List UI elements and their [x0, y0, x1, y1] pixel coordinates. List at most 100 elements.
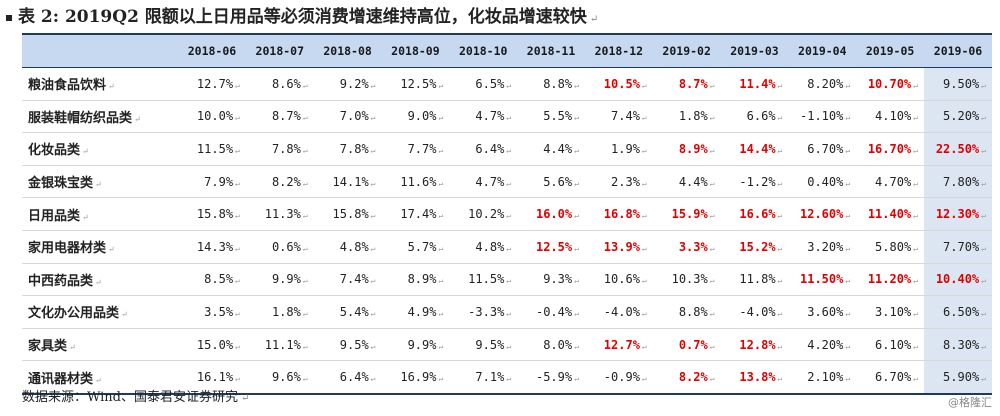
table-cell: 8.7% ↵: [652, 67, 721, 101]
paragraph-mark: ↵: [235, 145, 240, 155]
cell-value: 7.8%: [271, 141, 301, 156]
paragraph-mark: ↵: [777, 113, 783, 123]
cell-value: 11.20%: [867, 272, 912, 287]
table-cell: 6.4% ↵: [449, 132, 518, 166]
table-cell: -1.2% ↵: [720, 165, 789, 199]
paragraph-mark: ↵: [981, 178, 986, 188]
table-cell: 7.4% ↵: [313, 263, 382, 297]
table-cell: 17.4% ↵: [381, 197, 450, 231]
cell-value: 8.8%: [543, 76, 573, 91]
table-cell: -3.3% ↵: [449, 295, 518, 329]
table-row: 服装鞋帽纺织品类 ↵ 10.0% ↵ 8.7% ↵ 7.0% ↵ 9.0% ↵ 4.7% ↵ 5.5% ↵…: [22, 100, 992, 134]
paragraph-mark: ↵: [370, 178, 376, 188]
table-cell: 5.7% ↵: [381, 230, 450, 264]
cell-value: 11.4%: [739, 76, 776, 91]
table-cell: 10.6% ↵: [584, 263, 653, 297]
cell-value: 12.7%: [603, 337, 640, 352]
cell-value: 4.9%: [407, 304, 437, 319]
row-label-text: 服装鞋帽纺织品类: [28, 110, 133, 126]
paragraph-mark: ↵: [641, 341, 647, 351]
paragraph-mark: ↵: [709, 211, 715, 221]
paragraph-mark: ↵: [709, 80, 715, 90]
table-cell: 7.1% ↵: [449, 360, 518, 395]
paragraph-mark: ↵: [438, 308, 444, 318]
cell-value: 6.4%: [339, 370, 369, 385]
table-cell: 12.8% ↵: [720, 328, 789, 362]
paragraph-mark: ↵: [82, 147, 89, 157]
table-cell: 2.10% ↵: [788, 360, 857, 395]
paragraph-mark: ↵: [95, 180, 102, 190]
column-header: 2018-07: [245, 33, 314, 68]
cell-value: 16.70%: [867, 141, 912, 156]
column-header: 2019-04: [788, 33, 857, 68]
cell-value: 7.0%: [339, 109, 369, 124]
table-cell: 4.7% ↵: [449, 100, 518, 134]
table-cell: 8.7% ↵: [245, 100, 314, 134]
cell-value: 6.10%: [875, 337, 912, 352]
cell-value: 11.50%: [800, 272, 844, 287]
row-label: 粮油食品饮料 ↵: [22, 67, 179, 101]
table-cell: 22.50% ↵: [924, 132, 992, 166]
cell-value: 10.40%: [935, 272, 980, 287]
table-cell: 11.4% ↵: [720, 67, 789, 101]
paragraph-mark: ↵: [302, 113, 308, 123]
paragraph-mark: ↵: [913, 276, 918, 286]
cell-value: 4.4%: [543, 141, 573, 156]
paragraph-mark: ↵: [370, 113, 376, 123]
cell-value: 15.8%: [196, 207, 234, 222]
table-cell: 5.90% ↵: [924, 360, 992, 395]
table-body: 粮油食品饮料 ↵ 12.7% ↵ 8.6% ↵ 9.2% ↵ 12.5% ↵ 6.5% ↵ 8.8% ↵ 1…: [22, 67, 992, 395]
table-cell: 9.0% ↵: [381, 100, 450, 134]
paragraph-mark: ↵: [235, 341, 240, 351]
table-cell: 3.60% ↵: [788, 295, 857, 329]
paragraph-mark: ↵: [438, 145, 444, 155]
paragraph-mark: ↵: [241, 393, 250, 404]
cell-value: 10.2%: [468, 207, 505, 222]
table-cell: 11.8% ↵: [720, 263, 789, 297]
cell-value: 11.6%: [400, 174, 437, 189]
cell-value: 4.7%: [475, 109, 505, 124]
table-cell: 4.7% ↵: [449, 165, 518, 199]
paragraph-mark: ↵: [302, 80, 308, 90]
paragraph-mark: ↵: [845, 308, 851, 318]
cell-value: 5.5%: [543, 109, 573, 124]
table-cell: 12.5% ↵: [517, 230, 585, 264]
table-cell: 8.9% ↵: [652, 132, 721, 166]
table-cell: 16.8% ↵: [584, 197, 653, 231]
table-row: 文化办公用品类 ↵ 3.5% ↵ 1.8% ↵ 5.4% ↵ 4.9% ↵ -3.3% ↵ -0.4% ↵…: [22, 295, 992, 329]
paragraph-mark: ↵: [981, 113, 986, 123]
paragraph-mark: ↵: [506, 243, 512, 253]
paragraph-mark: ↵: [438, 243, 444, 253]
cell-value: 10.5%: [603, 76, 640, 91]
cell-value: 9.50%: [943, 76, 980, 91]
table-row: 家用电器材类 ↵ 14.3% ↵ 0.6% ↵ 4.8% ↵ 5.7% ↵ 4.8% ↵ 12.5% ↵ 1…: [22, 230, 992, 264]
header-corner: [22, 33, 179, 68]
row-label: 服装鞋帽纺织品类 ↵: [22, 100, 179, 134]
table-cell: 8.2% ↵: [245, 165, 314, 199]
table-cell: -4.0% ↵: [584, 295, 653, 329]
cell-value: 7.4%: [339, 272, 369, 287]
header-row: 2018-06 2018-07 2018-08 2018-09 2018-10 2018-…: [22, 33, 992, 68]
table-row: 通讯器材类 ↵ 16.1% ↵ 9.6% ↵ 6.4% ↵ 16.9% ↵ 7.1% ↵ -5.9% ↵ -…: [22, 360, 992, 395]
table-cell: 8.9% ↵: [381, 263, 450, 297]
cell-value: 5.80%: [875, 239, 912, 254]
table-cell: 3.3% ↵: [652, 230, 721, 264]
cell-value: -0.9%: [603, 370, 640, 385]
paragraph-mark: ↵: [777, 145, 783, 155]
table-cell: 1.8% ↵: [245, 295, 314, 329]
table-row: 家具类 ↵ 15.0% ↵ 11.1% ↵ 9.5% ↵ 9.9% ↵ 9.5% ↵ 8.0% ↵ 12.7…: [22, 328, 992, 362]
cell-value: 7.7%: [407, 141, 437, 156]
cell-value: 16.8%: [603, 207, 640, 222]
row-label-text: 粮油食品饮料: [28, 78, 107, 94]
cell-value: 9.5%: [475, 337, 505, 352]
cell-value: 11.5%: [468, 272, 505, 287]
column-header: 2019-03: [720, 33, 789, 68]
paragraph-mark: ↵: [108, 245, 115, 255]
paragraph-mark: ↵: [235, 374, 240, 384]
table-cell: 7.80% ↵: [924, 165, 992, 199]
cell-value: 8.2%: [678, 370, 708, 385]
cell-value: 8.0%: [543, 337, 573, 352]
table-cell: 7.8% ↵: [313, 132, 382, 166]
table-cell: 6.5% ↵: [449, 67, 518, 101]
table-cell: 9.6% ↵: [245, 360, 314, 395]
